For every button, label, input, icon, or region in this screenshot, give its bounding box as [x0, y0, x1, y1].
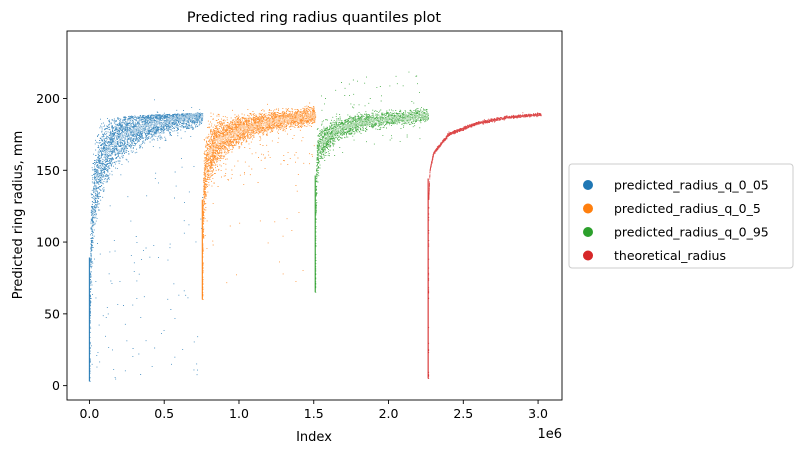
- legend-marker: [583, 227, 593, 237]
- legend-label: predicted_radius_q_0_5: [614, 201, 761, 216]
- x-tick-label: 3.0: [528, 406, 548, 421]
- series-points: [202, 102, 317, 300]
- series-points: [89, 99, 204, 382]
- x-tick-label: 1.0: [229, 406, 249, 421]
- y-tick-label: 0: [52, 378, 60, 393]
- legend-frame: [568, 163, 794, 269]
- series-predicted_radius_q_0_05: [88, 99, 204, 382]
- series-core-band: [204, 110, 317, 178]
- series-core-band: [91, 106, 204, 228]
- series-points: [315, 71, 429, 293]
- scatter-points: [88, 71, 542, 382]
- legend-label: predicted_radius_q_0_05: [614, 178, 769, 193]
- x-tick-label: 2.5: [453, 406, 473, 421]
- series-predicted_radius_q_0_5: [201, 102, 317, 300]
- x-axis-label: Index: [296, 430, 332, 445]
- y-tick-label: 100: [36, 235, 60, 250]
- y-axis: 0 50 100 150 200: [36, 91, 67, 393]
- legend-marker: [583, 250, 593, 261]
- series-theoretical_radius: [427, 112, 542, 379]
- y-tick-label: 50: [44, 306, 60, 321]
- y-tick-label: 200: [36, 91, 60, 106]
- series-points: [428, 112, 542, 379]
- chart-title: Predicted ring radius quantiles plot: [187, 10, 442, 26]
- x-tick-label: 0.5: [154, 406, 174, 421]
- y-axis-label: Predicted ring radius, mm: [11, 131, 26, 300]
- legend: predicted_radius_q_0_05 predicted_radius_…: [568, 163, 794, 269]
- plot-area-frame: [66, 30, 563, 401]
- x-axis: 0.0 0.5 1.0 1.5 2.0 2.5 3.0: [79, 400, 548, 421]
- series-core-band: [317, 109, 429, 158]
- x-axis-offset-label: 1e6: [537, 427, 562, 442]
- legend-label: predicted_radius_q_0_95: [614, 225, 769, 240]
- legend-marker: [583, 203, 593, 214]
- y-tick-label: 150: [36, 163, 60, 178]
- x-tick-label: 0.0: [79, 406, 99, 421]
- x-tick-label: 2.0: [379, 406, 399, 421]
- legend-label: theoretical_radius: [614, 248, 726, 263]
- x-tick-label: 1.5: [304, 406, 324, 421]
- legend-marker: [583, 180, 593, 190]
- series-predicted_radius_q_0_95: [314, 71, 429, 293]
